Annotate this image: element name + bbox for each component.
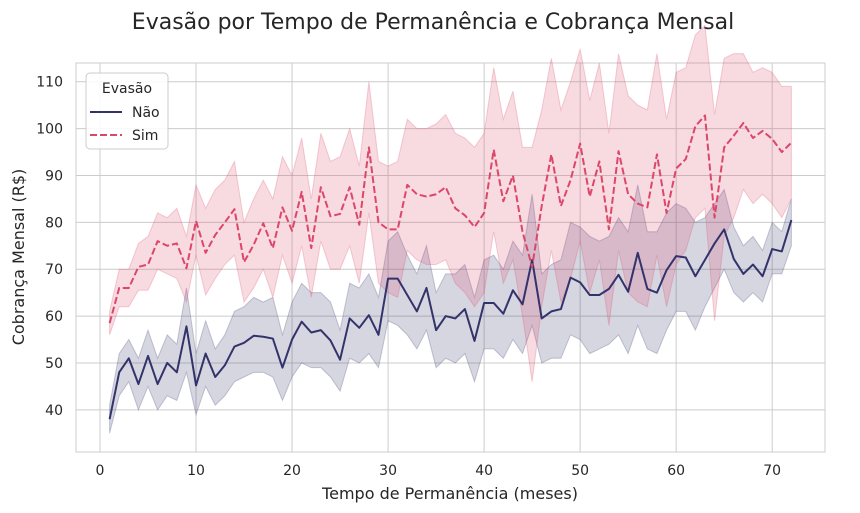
y-axis-label: Cobrança Mensal (R$) [9, 169, 28, 346]
confidence-band-nao [109, 184, 792, 434]
grid [76, 63, 825, 452]
x-tick-label: 70 [763, 463, 781, 479]
x-tick-label: 30 [379, 463, 397, 479]
y-tick-label: 80 [45, 215, 63, 231]
legend-title: Evasão [102, 81, 152, 97]
x-axis-ticks: 0 10 20 30 40 50 60 70 [96, 463, 782, 479]
legend: Evasão Não Sim [85, 72, 169, 150]
x-tick-label: 0 [96, 463, 105, 479]
confidence-band-sim [109, 24, 792, 382]
confidence-bands [109, 24, 792, 434]
y-tick-label: 100 [36, 122, 63, 138]
chart-title: Evasão por Tempo de Permanência e Cobran… [132, 10, 734, 35]
y-tick-label: 110 [36, 75, 63, 91]
x-tick-label: 50 [571, 463, 589, 479]
legend-box [85, 72, 169, 150]
y-axis-ticks: 40 50 60 70 80 90 100 110 [36, 75, 63, 419]
x-axis-label: Tempo de Permanência (meses) [321, 484, 578, 503]
y-tick-label: 60 [45, 309, 63, 325]
x-tick-label: 40 [475, 463, 493, 479]
legend-label-sim: Sim [132, 128, 158, 144]
legend-label-nao: Não [132, 105, 160, 121]
plot-area [75, 62, 826, 453]
x-tick-label: 20 [283, 463, 301, 479]
y-tick-label: 70 [45, 262, 63, 278]
series-line-nao [108, 219, 793, 420]
y-tick-label: 90 [45, 168, 63, 184]
x-tick-label: 10 [187, 463, 205, 479]
y-tick-label: 50 [45, 356, 63, 372]
series-lines [108, 114, 793, 420]
x-tick-label: 60 [667, 463, 685, 479]
y-tick-label: 40 [45, 403, 63, 419]
series-line-sim [108, 114, 793, 324]
